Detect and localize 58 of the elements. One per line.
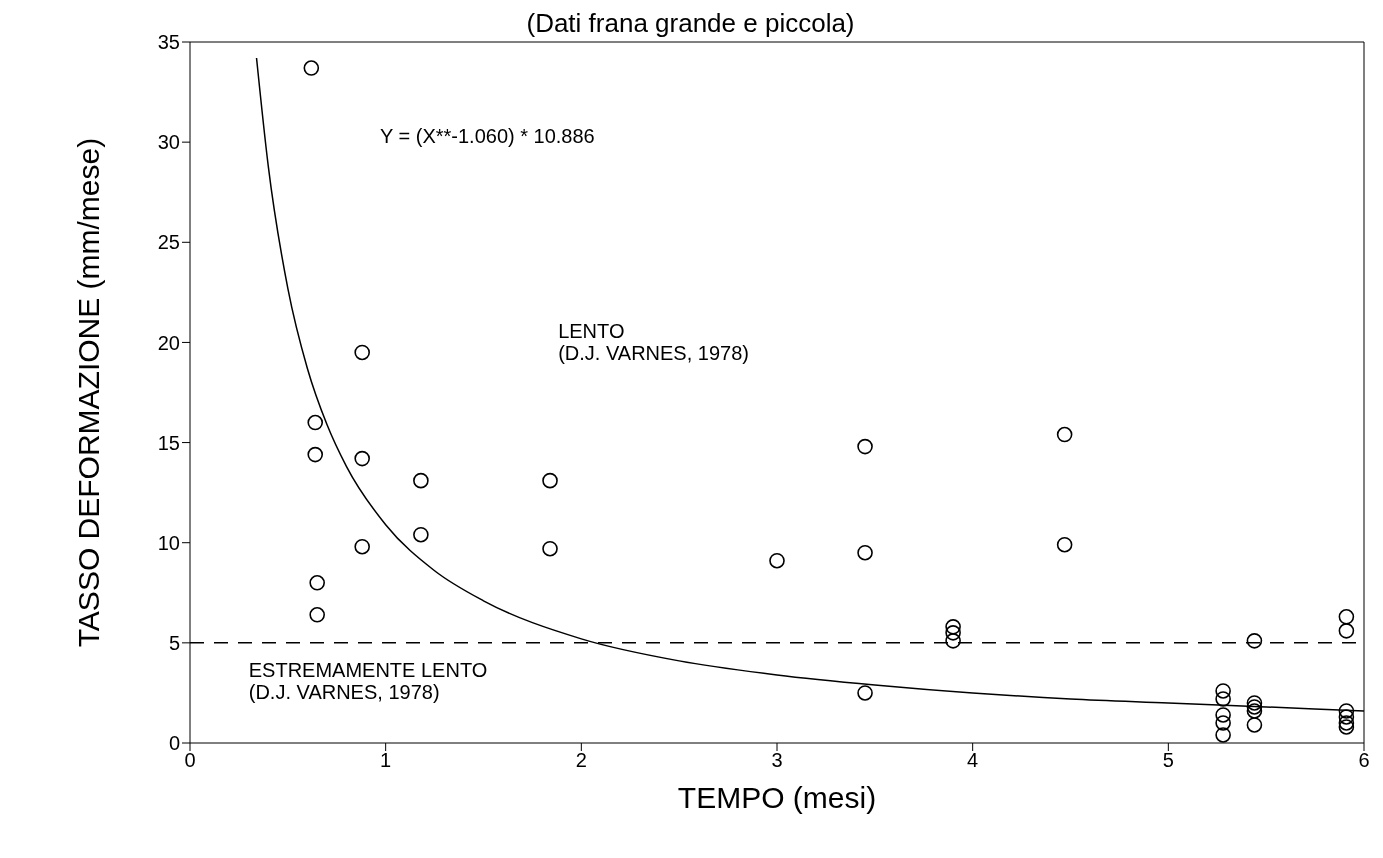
point: [1215, 727, 1231, 743]
x-tick-label: 4: [967, 749, 979, 772]
x-tick-label: 3: [771, 749, 783, 772]
y-tick-label: 10: [157, 531, 180, 554]
x-tick-label: 6: [1358, 749, 1370, 772]
point: [1215, 691, 1231, 707]
point: [1338, 719, 1355, 735]
point: [542, 540, 558, 557]
point: [542, 472, 558, 489]
point: [1215, 683, 1231, 699]
point: [307, 414, 324, 431]
point: [413, 472, 429, 489]
annotation: LENTO (D.J. VARNES, 1978): [558, 319, 749, 364]
point: [1246, 703, 1263, 719]
point: [945, 633, 961, 649]
y-tick-label: 35: [157, 31, 180, 54]
point: [1338, 609, 1355, 625]
x-tick-label: 1: [380, 749, 392, 772]
point: [307, 446, 324, 463]
y-tick-label: 20: [157, 331, 180, 354]
annotation: Y = (X**-1.060) * 10.886: [379, 125, 595, 148]
point: [1246, 695, 1263, 711]
y-tick-label: 0: [168, 732, 180, 755]
point: [354, 450, 370, 467]
x-tick-label: 2: [575, 749, 587, 772]
point: [1338, 703, 1355, 719]
point: [857, 544, 873, 561]
y-axis-title: TASSO DEFORMAZIONE (mm/mese): [71, 137, 105, 648]
point: [303, 60, 320, 76]
point: [945, 619, 961, 635]
point: [857, 438, 873, 455]
point: [1215, 707, 1231, 723]
point: [1338, 715, 1355, 731]
y-tick-label: 5: [168, 631, 180, 654]
y-tick-label: 15: [157, 431, 180, 454]
x-axis-title: TEMPO (mesi): [677, 781, 877, 815]
point: [309, 574, 325, 591]
point: [769, 552, 785, 569]
point: [1246, 699, 1263, 715]
point: [945, 625, 961, 641]
point: [413, 526, 429, 543]
chart-title: (Dati frana grande e piccola): [526, 8, 855, 38]
point: [1056, 426, 1073, 443]
point: [1056, 536, 1073, 553]
point: [354, 538, 370, 555]
point: [354, 344, 370, 361]
y-tick-label: 25: [157, 231, 180, 254]
point: [1338, 623, 1355, 639]
point: [1246, 633, 1263, 649]
point: [1338, 709, 1355, 725]
x-tick-label: 5: [1162, 749, 1174, 772]
point: [857, 685, 873, 701]
point: [309, 607, 325, 623]
x-tick-label: 0: [184, 749, 196, 772]
annotation: ESTREMAMENTE LENTO (D.J. VARNES, 1978): [248, 658, 488, 703]
y-tick-label: 30: [157, 131, 180, 154]
point: [1246, 717, 1263, 733]
point: [1215, 715, 1231, 731]
